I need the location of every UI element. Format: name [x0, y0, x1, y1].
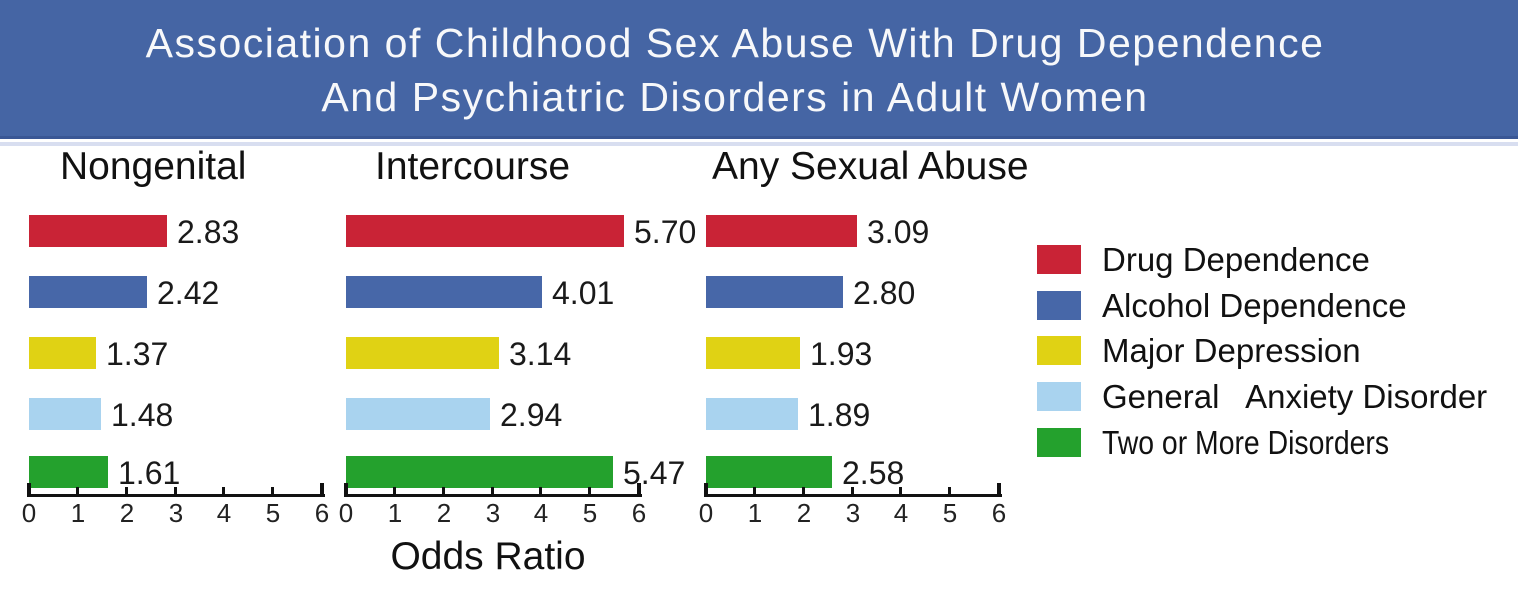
axis-tick-label: 3 [845, 498, 861, 528]
axis-tick-label: 0 [21, 498, 37, 528]
axis-tick-label: 3 [168, 498, 184, 528]
x-axis-label: Odds Ratio [390, 535, 586, 578]
axis-tick [174, 487, 177, 494]
axis-tick [320, 483, 324, 494]
bar-general-anxiety-disorder-intercourse [346, 398, 490, 430]
axis-tick [899, 487, 902, 494]
legend-swatch-alcohol-dependence [1037, 291, 1081, 320]
legend-item-major-depression: Major Depression [1037, 332, 1361, 369]
bar-major-depression-intercourse [346, 337, 499, 369]
axis-tick-label: 6 [314, 498, 330, 528]
bar-general-anxiety-disorder-nongenital [29, 398, 101, 430]
legend-item-alcohol-dependence: Alcohol Dependence [1037, 287, 1407, 324]
bar-value-label: 1.89 [808, 397, 871, 433]
legend-label: Major Depression [1102, 332, 1361, 369]
chart-title-line-1: Association of Childhood Sex Abuse With … [145, 20, 1325, 66]
bar-drug-dependence-nongenital [29, 215, 167, 247]
bar-value-label: 1.37 [106, 336, 169, 372]
axis-tick-label: 1 [70, 498, 86, 528]
bar-major-depression-any-sexual-abuse [706, 337, 800, 369]
legend-swatch-two-or-more-disorders [1037, 428, 1081, 457]
bar-two-or-more-disorders-intercourse [346, 456, 613, 488]
axis-tick-label: 4 [533, 498, 549, 528]
x-axis [344, 494, 642, 497]
axis-tick [125, 487, 128, 494]
chart-title-line-2: And Psychiatric Disorders in Adult Women [321, 74, 1149, 120]
bar-two-or-more-disorders-nongenital [29, 456, 108, 488]
bar-value-label: 2.83 [177, 214, 240, 250]
axis-tick [27, 483, 31, 494]
axis-tick-label: 5 [942, 498, 958, 528]
bar-alcohol-dependence-nongenital [29, 276, 147, 308]
axis-tick [344, 483, 348, 494]
axis-tick-label: 2 [119, 498, 135, 528]
bar-drug-dependence-any-sexual-abuse [706, 215, 857, 247]
bar-drug-dependence-intercourse [346, 215, 624, 247]
bar-value-label: 5.47 [623, 455, 686, 491]
legend-label: Two or More Disorders [1102, 424, 1390, 461]
axis-tick [491, 487, 494, 494]
legend-item-two-or-more-disorders: Two or More Disorders [1037, 424, 1436, 461]
bar-value-label: 2.58 [842, 455, 905, 491]
bar-value-label: 2.80 [853, 275, 916, 311]
axis-tick-label: 5 [582, 498, 598, 528]
x-axis [27, 494, 325, 497]
bar-value-label: 3.14 [509, 336, 572, 372]
axis-tick-label: 5 [265, 498, 281, 528]
axis-tick-label: 2 [796, 498, 812, 528]
axis-tick-label: 1 [747, 498, 763, 528]
legend-swatch-drug-dependence [1037, 245, 1081, 274]
axis-tick [442, 487, 445, 494]
axis-tick [704, 483, 708, 494]
axis-tick [588, 487, 591, 494]
bar-value-label: 2.42 [157, 275, 220, 311]
legend-item-general-anxiety-disorder: General Anxiety Disorder [1037, 378, 1488, 415]
legend-label: General Anxiety Disorder [1102, 378, 1488, 415]
axis-tick [997, 483, 1001, 494]
legend-label: Drug Dependence [1102, 241, 1370, 278]
axis-tick-label: 6 [631, 498, 647, 528]
axis-tick [753, 487, 756, 494]
axis-tick-label: 2 [436, 498, 452, 528]
bar-value-label: 1.48 [111, 397, 174, 433]
axis-tick-label: 0 [698, 498, 714, 528]
legend-swatch-general-anxiety-disorder [1037, 382, 1081, 411]
axis-tick [76, 487, 79, 494]
bar-value-label: 1.61 [118, 455, 181, 491]
legend-label: Alcohol Dependence [1102, 287, 1407, 324]
bar-two-or-more-disorders-any-sexual-abuse [706, 456, 832, 488]
bar-alcohol-dependence-any-sexual-abuse [706, 276, 843, 308]
bar-value-label: 4.01 [552, 275, 615, 311]
axis-tick-label: 3 [485, 498, 501, 528]
axis-tick [222, 487, 225, 494]
axis-tick [637, 483, 641, 494]
banner-underline [0, 142, 1518, 146]
axis-tick-label: 4 [216, 498, 232, 528]
axis-tick-label: 6 [991, 498, 1007, 528]
legend-swatch-major-depression [1037, 336, 1081, 365]
axis-tick-label: 1 [387, 498, 403, 528]
bar-general-anxiety-disorder-any-sexual-abuse [706, 398, 798, 430]
legend-item-drug-dependence: Drug Dependence [1037, 241, 1370, 278]
axis-tick [393, 487, 396, 494]
bar-value-label: 5.70 [634, 214, 697, 250]
title-banner: Association of Childhood Sex Abuse With … [0, 0, 1518, 139]
bar-major-depression-nongenital [29, 337, 96, 369]
axis-tick [802, 487, 805, 494]
axis-tick-label: 0 [338, 498, 354, 528]
bar-value-label: 3.09 [867, 214, 930, 250]
axis-tick [851, 487, 854, 494]
axis-tick-label: 4 [893, 498, 909, 528]
bar-value-label: 1.93 [810, 336, 873, 372]
panel-title-nongenital: Nongenital [60, 145, 247, 188]
panel-title-intercourse: Intercourse [375, 145, 571, 188]
bar-value-label: 2.94 [500, 397, 563, 433]
bar-alcohol-dependence-intercourse [346, 276, 542, 308]
axis-tick [539, 487, 542, 494]
x-axis [704, 494, 1002, 497]
axis-tick [271, 487, 274, 494]
axis-tick [948, 487, 951, 494]
panel-title-any-sexual-abuse: Any Sexual Abuse [712, 145, 1029, 188]
